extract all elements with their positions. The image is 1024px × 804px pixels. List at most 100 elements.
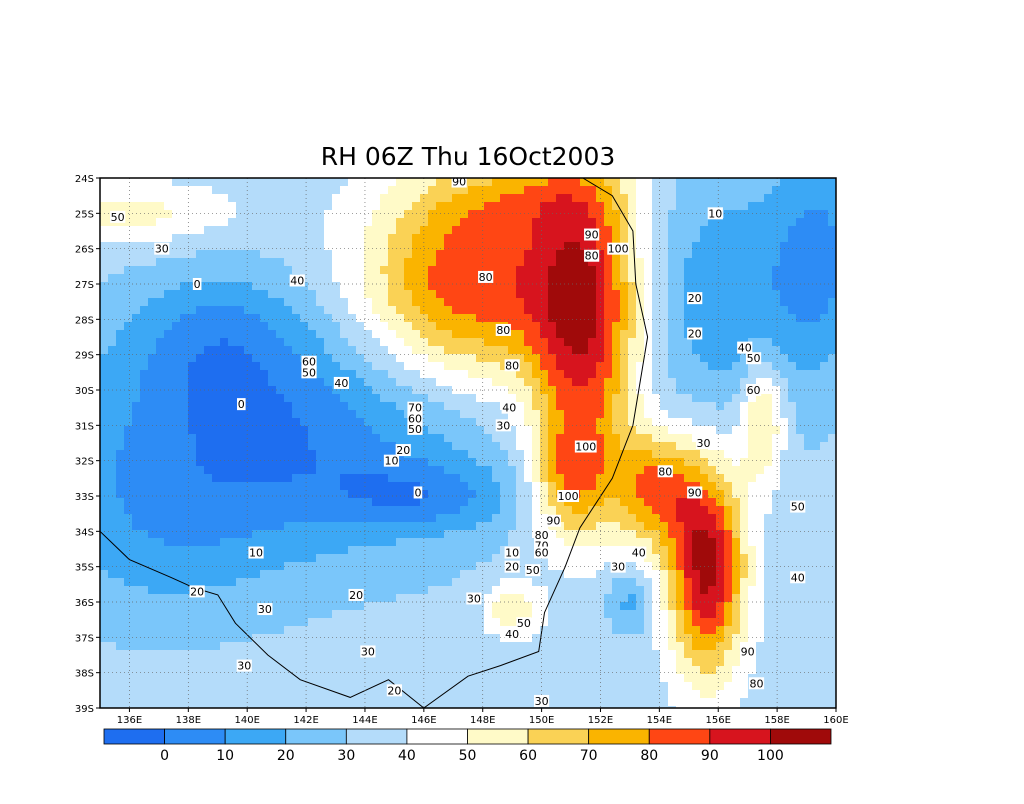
field-cell (668, 586, 677, 595)
field-cell (460, 378, 469, 387)
field-cell (548, 474, 557, 483)
field-cell (348, 282, 357, 291)
field-cell (316, 298, 325, 307)
field-cell (396, 354, 405, 363)
field-cell (220, 218, 229, 227)
field-cell (236, 490, 245, 499)
field-cell (452, 266, 461, 275)
field-cell (236, 562, 245, 571)
field-cell (612, 298, 621, 307)
field-cell (460, 250, 469, 259)
field-cell (164, 266, 173, 275)
field-cell (668, 178, 677, 187)
field-cell (708, 370, 717, 379)
field-cell (508, 290, 517, 299)
field-cell (260, 498, 269, 507)
field-cell (404, 466, 413, 475)
field-cell (108, 330, 117, 339)
field-cell (260, 458, 269, 467)
field-cell (324, 362, 333, 371)
field-cell (364, 234, 373, 243)
field-cell (260, 330, 269, 339)
field-cell (316, 314, 325, 323)
field-cell (660, 322, 669, 331)
field-cell (300, 290, 309, 299)
field-cell (364, 258, 373, 267)
field-cell (820, 378, 829, 387)
field-cell (732, 410, 741, 419)
field-cell (788, 258, 797, 267)
field-cell (780, 274, 789, 283)
field-cell (828, 522, 836, 531)
field-cell (140, 202, 149, 211)
field-cell (628, 338, 637, 347)
field-cell (828, 250, 836, 259)
field-cell (260, 258, 269, 267)
field-cell (492, 530, 501, 539)
field-cell (284, 546, 293, 555)
field-cell (140, 426, 149, 435)
field-cell (276, 178, 285, 187)
field-cell (180, 282, 189, 291)
field-cell (156, 458, 165, 467)
field-cell (516, 466, 525, 475)
field-cell (228, 410, 237, 419)
field-cell (644, 394, 653, 403)
field-cell (188, 546, 197, 555)
field-cell (612, 498, 621, 507)
field-cell (804, 234, 813, 243)
field-cell (140, 450, 149, 459)
field-cell (556, 178, 565, 187)
field-cell (564, 370, 573, 379)
field-cell (540, 330, 549, 339)
field-cell (780, 234, 789, 243)
field-cell (628, 490, 637, 499)
field-cell (668, 282, 677, 291)
field-cell (692, 338, 701, 347)
field-cell (644, 450, 653, 459)
field-cell (756, 378, 765, 387)
field-cell (204, 474, 213, 483)
field-cell (436, 450, 445, 459)
field-cell (780, 442, 789, 451)
field-cell (508, 394, 517, 403)
field-cell (404, 186, 413, 195)
field-cell (724, 514, 733, 523)
field-cell (388, 186, 397, 195)
field-cell (100, 282, 109, 291)
field-cell (212, 322, 221, 331)
field-cell (476, 354, 485, 363)
field-cell (436, 602, 445, 611)
field-cell (132, 250, 141, 259)
field-cell (660, 394, 669, 403)
field-cell (492, 490, 501, 499)
field-cell (468, 306, 477, 315)
field-cell (580, 202, 589, 211)
field-cell (276, 202, 285, 211)
field-cell (124, 298, 133, 307)
field-cell (116, 346, 125, 355)
field-cell (540, 314, 549, 323)
field-cell (692, 250, 701, 259)
field-cell (308, 474, 317, 483)
field-cell (316, 402, 325, 411)
field-cell (172, 506, 181, 515)
field-cell (140, 570, 149, 579)
field-cell (388, 522, 397, 531)
field-cell (724, 306, 733, 315)
field-cell (612, 202, 621, 211)
field-cell (644, 466, 653, 475)
field-cell (540, 194, 549, 203)
field-cell (444, 274, 453, 283)
field-cell (804, 218, 813, 227)
field-cell (484, 466, 493, 475)
field-cell (180, 482, 189, 491)
field-cell (740, 578, 749, 587)
field-cell (404, 522, 413, 531)
field-cell (476, 322, 485, 331)
field-cell (300, 186, 309, 195)
field-cell (156, 330, 165, 339)
field-cell (100, 474, 109, 483)
field-cell (780, 178, 789, 187)
field-cell (348, 290, 357, 299)
